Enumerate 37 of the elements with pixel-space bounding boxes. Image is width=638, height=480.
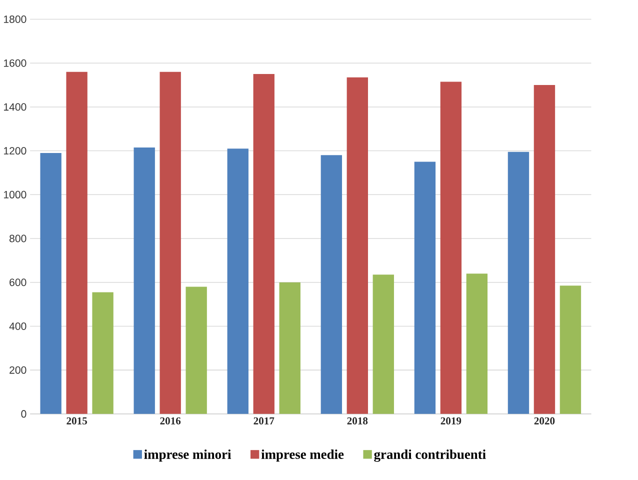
- x-tick-label: 2017: [254, 417, 274, 424]
- legend-label: imprese medie: [261, 449, 344, 462]
- y-tick-label: 1200: [4, 146, 26, 154]
- bar: [186, 286, 207, 414]
- y-tick-label: 1400: [4, 103, 26, 111]
- y-tick-label: 600: [10, 278, 26, 286]
- bar: [466, 273, 488, 414]
- bar: [279, 282, 300, 414]
- bar: [560, 285, 582, 414]
- x-tick-label: 2015: [66, 417, 87, 424]
- y-tick-label: 1000: [4, 190, 26, 198]
- bar: [346, 77, 368, 414]
- x-tick-label: 2020: [534, 417, 555, 424]
- bar: [414, 162, 436, 414]
- bar: [227, 148, 248, 414]
- bar: [66, 72, 88, 414]
- y-tick-label: 800: [10, 234, 26, 242]
- legend-label: imprese minori: [144, 449, 232, 462]
- bar: [508, 152, 530, 414]
- bar: [534, 84, 556, 414]
- bar: [320, 155, 342, 414]
- y-tick-label: 400: [9, 322, 26, 330]
- y-tick-label: 1800: [4, 15, 26, 23]
- y-tick-label: 0: [21, 410, 26, 418]
- bar: [160, 72, 181, 414]
- y-tick-label: 1600: [4, 59, 26, 67]
- bar: [92, 292, 114, 414]
- bar: [253, 74, 274, 414]
- legend-label: grandi contribuenti: [374, 449, 486, 462]
- bar: [440, 82, 462, 414]
- x-tick-label: 2019: [440, 417, 462, 424]
- x-tick-label: 2016: [160, 417, 181, 424]
- y-tick-label: 200: [10, 366, 26, 374]
- bar: [134, 147, 155, 414]
- bar: [372, 274, 394, 414]
- bar: [40, 152, 62, 414]
- x-tick-label: 2018: [347, 417, 368, 424]
